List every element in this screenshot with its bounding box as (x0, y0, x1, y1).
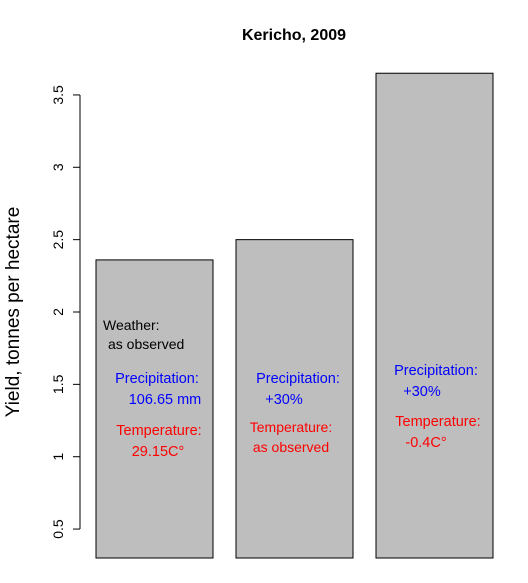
bar-annotation-line: as observed (108, 336, 184, 352)
bars (95, 72, 494, 559)
bar-annotation-line: Precipitation: (115, 371, 199, 387)
y-tick-label: 1.5 (50, 374, 66, 394)
y-tick-label: 1 (50, 453, 66, 461)
bar-annotations: Weather: as observed Precipitation: 106.65 … (103, 317, 481, 460)
y-tick-label: 2.5 (50, 230, 66, 250)
bar-annotation-line: Precipitation: (394, 363, 478, 379)
bar-annotation-line: 29.15C° (132, 444, 185, 460)
bar (375, 72, 494, 559)
bar (235, 239, 354, 559)
bar (95, 259, 214, 559)
bar-annotation-line: as observed (253, 439, 329, 455)
bar-annotation-line: Temperature: (395, 414, 480, 430)
y-tick-label: 0.5 (50, 519, 66, 539)
y-tick-label: 3.5 (50, 85, 66, 105)
y-tick-label: 2 (50, 308, 66, 316)
y-tick-label: 3 (50, 163, 66, 171)
bar-annotation-line: -0.4C° (405, 435, 446, 451)
bar-annotation-line: 106.65 mm (129, 392, 202, 408)
y-axis-label: Yield, tonnes per hectare (3, 207, 24, 418)
y-axis: 0.5 1 1.5 2 2.5 3 3.5 (50, 85, 81, 539)
chart-title: Kericho, 2009 (242, 27, 346, 44)
bar-annotation-line: +30% (265, 392, 303, 408)
bar-annotation-line: Precipitation: (256, 371, 340, 387)
bar-annotation-line: Temperature: (116, 423, 201, 439)
bar-annotation-line: +30% (403, 384, 441, 400)
bar-annotation-line: Weather: (103, 317, 160, 333)
bar-annotation-line: Temperature: (250, 419, 332, 435)
